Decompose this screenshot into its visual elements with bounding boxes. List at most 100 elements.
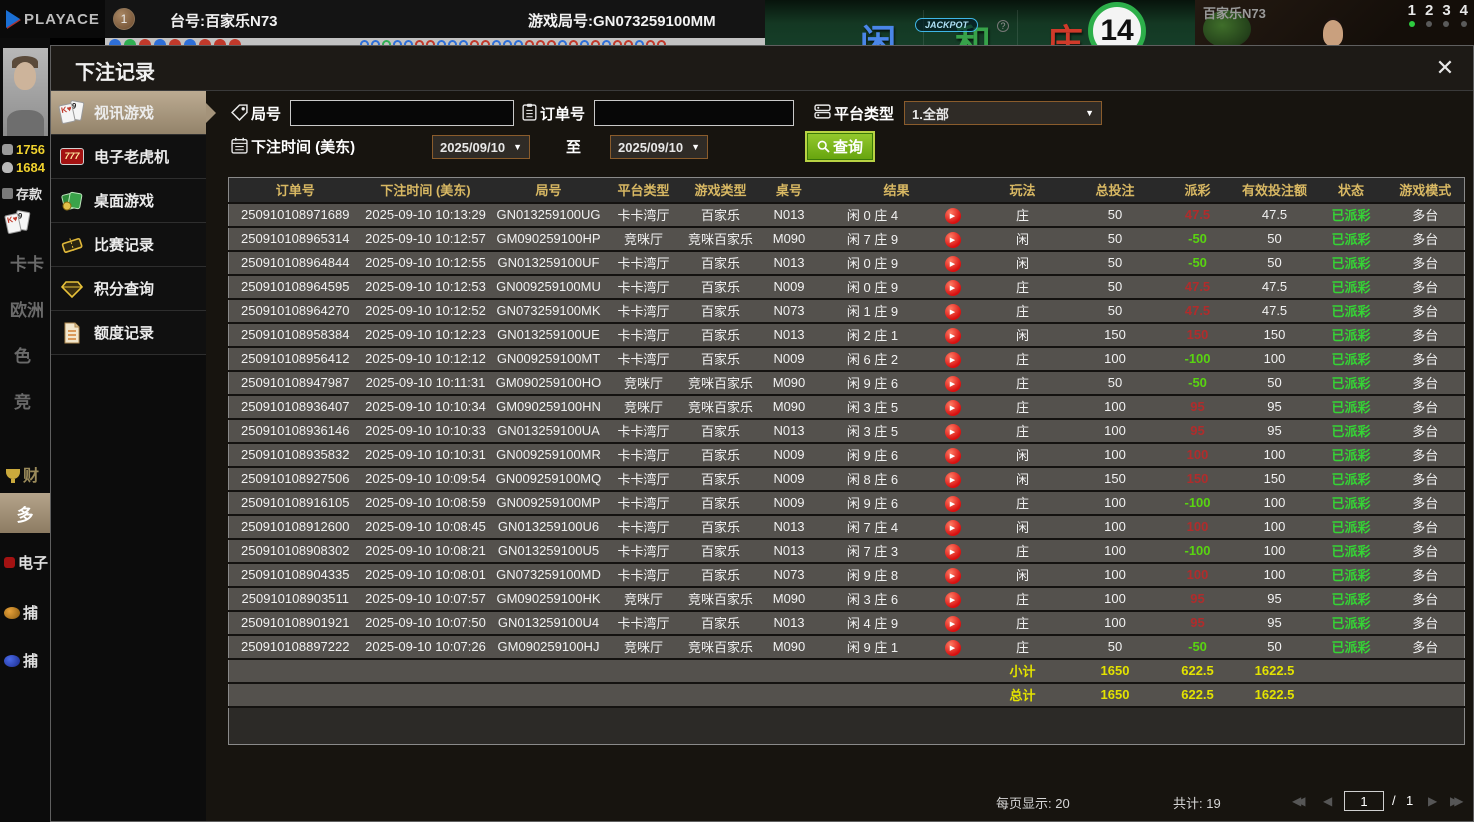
search-button[interactable]: 查询: [805, 131, 875, 162]
cell: 150: [1233, 466, 1316, 492]
replay-play-icon[interactable]: ▶: [944, 327, 961, 344]
seat-button[interactable]: 2: [1425, 2, 1433, 27]
rail-item-slots[interactable]: 电子: [4, 552, 48, 573]
cell: 100: [1233, 346, 1316, 372]
rail-item-multi-table[interactable]: 多: [0, 493, 50, 533]
sidebar-item-video-games[interactable]: K♥ 9 视讯游戏: [51, 91, 216, 135]
cell: [489, 682, 608, 708]
cell: 2025-09-10 10:07:26: [361, 634, 490, 660]
last-page-icon[interactable]: ▶▶: [1450, 794, 1464, 808]
table-row: 250910108908302 2025-09-10 10:08:21 GN0132…: [228, 538, 1465, 564]
first-page-icon[interactable]: ◀◀: [1292, 794, 1306, 808]
cell: M090: [761, 370, 817, 396]
video-table-title: 百家乐N73: [1203, 6, 1266, 21]
rail-slots-label: 电子: [18, 555, 49, 572]
replay-play-icon[interactable]: ▶: [944, 399, 961, 416]
date-from-select[interactable]: 2025/09/10 ▼: [432, 135, 530, 159]
replay-play-icon[interactable]: ▶: [944, 519, 961, 536]
seat-button[interactable]: 3: [1442, 2, 1451, 27]
platform-list-icon: [814, 103, 831, 120]
chevron-down-icon: ▼: [691, 142, 700, 152]
column-header: 平台类型: [607, 177, 680, 204]
replay-play-icon[interactable]: ▶: [944, 351, 961, 368]
cell: ▶: [928, 610, 977, 636]
cell: 竞咪百家乐: [679, 370, 762, 396]
column-header: 结果: [816, 177, 977, 204]
cell: [228, 658, 362, 684]
rail-item-fishing-1[interactable]: 捕: [4, 602, 38, 623]
replay-play-icon[interactable]: ▶: [944, 567, 961, 584]
cell: 庄: [976, 370, 1069, 396]
cell: 100: [1068, 346, 1162, 372]
rail-item-jing[interactable]: 竞: [14, 393, 31, 412]
cell: 50: [1233, 250, 1316, 276]
avatar[interactable]: [3, 48, 48, 136]
sidebar-item-points-query[interactable]: 积分查询: [51, 267, 206, 311]
rail-item-se[interactable]: 色: [14, 347, 31, 366]
cell: 2025-09-10 10:12:53: [361, 274, 490, 300]
cell: 100: [1068, 418, 1162, 444]
replay-play-icon[interactable]: ▶: [944, 303, 961, 320]
replay-play-icon[interactable]: ▶: [944, 279, 961, 296]
sidebar-item-credit-records[interactable]: 额度记录: [51, 311, 206, 355]
cell: 100: [1068, 490, 1162, 516]
sidebar-item-match-records[interactable]: 比赛记录: [51, 223, 206, 267]
seat-button[interactable]: 4: [1460, 2, 1468, 27]
replay-play-icon[interactable]: ▶: [944, 423, 961, 440]
cell: M090: [761, 634, 817, 660]
seat-status-dot: [1426, 21, 1433, 27]
cell: 100: [1068, 394, 1162, 420]
cell: [228, 682, 362, 708]
cell: 百家乐: [679, 610, 762, 636]
platform-select[interactable]: 1.全部 ▼: [904, 101, 1102, 125]
replay-play-icon[interactable]: ▶: [944, 255, 961, 272]
video-games-rail-icon[interactable]: K♥ 9: [4, 209, 31, 236]
replay-play-icon[interactable]: ▶: [944, 615, 961, 632]
rail-item-rank[interactable]: 财: [6, 462, 39, 486]
replay-play-icon[interactable]: ▶: [944, 543, 961, 560]
jackpot-help-icon[interactable]: ?: [997, 20, 1009, 32]
cell: 622.5: [1161, 658, 1234, 684]
next-page-icon[interactable]: ▶: [1428, 794, 1438, 808]
cards-icon: K♥ 9: [58, 99, 85, 126]
deposit-button[interactable]: 存款: [2, 184, 42, 203]
replay-play-icon[interactable]: ▶: [944, 207, 961, 224]
cell: 100: [1068, 586, 1162, 612]
round-filter-input[interactable]: [290, 100, 514, 126]
cell: 250910108935832: [228, 442, 362, 468]
replay-play-icon[interactable]: ▶: [944, 639, 961, 656]
cell: 百家乐: [679, 418, 762, 444]
replay-play-icon[interactable]: ▶: [944, 375, 961, 392]
platform-select-value: 1.全部: [912, 106, 949, 122]
cell: ▶: [928, 298, 977, 324]
replay-play-icon[interactable]: ▶: [944, 231, 961, 248]
seat-button[interactable]: 1: [1408, 2, 1416, 27]
rail-item-fishing-2[interactable]: 捕: [4, 650, 38, 671]
order-filter-input[interactable]: [594, 100, 794, 126]
table-row: 250910108947987 2025-09-10 10:11:31 GM0902…: [228, 370, 1465, 396]
date-to-select[interactable]: 2025/09/10 ▼: [610, 135, 708, 159]
cell: 竞咪厅: [607, 586, 680, 612]
cell: [1386, 682, 1465, 708]
search-icon: [817, 140, 830, 153]
prev-page-icon[interactable]: ◀: [1323, 794, 1333, 808]
replay-play-icon[interactable]: ▶: [944, 495, 961, 512]
cell: 闲 7 庄 3: [816, 538, 929, 564]
page-number-input[interactable]: [1344, 791, 1384, 811]
rail-item-europe[interactable]: 欧洲: [10, 301, 44, 320]
replay-play-icon[interactable]: ▶: [944, 591, 961, 608]
sidebar-item-slots[interactable]: 777 电子老虎机: [51, 135, 206, 179]
close-icon[interactable]: ✕: [1435, 55, 1455, 80]
rail-item-kaka[interactable]: 卡卡: [10, 255, 44, 274]
cell: 闲 0 庄 4: [816, 202, 929, 228]
cell: 已派彩: [1315, 298, 1387, 324]
cell: 2025-09-10 10:11:31: [361, 370, 490, 396]
cell: 闲 9 庄 6: [816, 490, 929, 516]
cell: GM090259100HP: [489, 226, 608, 252]
sidebar-item-table-games[interactable]: 桌面游戏: [51, 179, 206, 223]
cell: 250910108901921: [228, 610, 362, 636]
cell: 50: [1068, 250, 1162, 276]
replay-play-icon[interactable]: ▶: [944, 471, 961, 488]
replay-play-icon[interactable]: ▶: [944, 447, 961, 464]
